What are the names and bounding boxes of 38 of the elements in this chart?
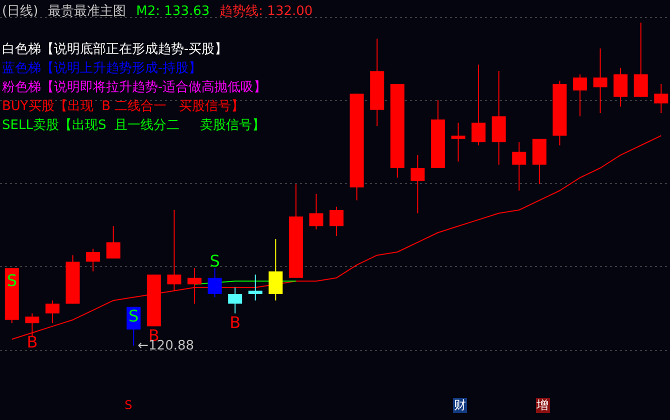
text: (日线) (2, 4, 38, 19)
candlestick (25, 312, 40, 336)
candlestick (188, 268, 202, 304)
candlestick (228, 287, 242, 314)
candlestick (208, 268, 222, 298)
annotation: S (128, 306, 139, 326)
candlestick (593, 48, 608, 114)
candlestick (614, 67, 628, 108)
candlestick (572, 74, 587, 117)
candlestick (106, 226, 120, 259)
candlestick (472, 64, 486, 146)
text: M2: 133.63 (136, 4, 210, 19)
candlestick (634, 22, 648, 98)
candlestick (309, 193, 324, 230)
annotation: 粉色梯【说明即将拉升趋势-适合做高抛低吸】 (2, 79, 268, 97)
text: S (124, 398, 134, 413)
annotation: SELL卖股【出现S 且一线分二 卖股信号】 (2, 117, 266, 135)
candlestick (410, 154, 425, 214)
text: 增 (536, 398, 550, 413)
text: 最贵最准主图 (48, 4, 126, 19)
candlestick (654, 84, 668, 114)
annotation: B (230, 313, 241, 332)
candlestick (330, 206, 344, 236)
candlestick (268, 238, 283, 301)
annotation: S (210, 252, 220, 271)
candlestick (451, 122, 466, 162)
annotation: B (26, 332, 38, 352)
candlestick (512, 142, 526, 192)
candlestick (86, 248, 100, 272)
annotation: S (6, 271, 17, 290)
candlestick (45, 300, 60, 324)
annotation: 蓝色梯【说明上升趋势形成-持股】 (2, 60, 203, 78)
candlestick (248, 274, 262, 301)
annotation: 白色梯【说明底部正在形成趋势-买股】 (2, 41, 229, 59)
text: 趋势线: 132.00 (220, 4, 313, 19)
text: 财 (453, 398, 468, 413)
candlestick (167, 210, 182, 292)
annotation: BUY买股【出现 B 二线合一 买股信号】 (2, 98, 246, 116)
